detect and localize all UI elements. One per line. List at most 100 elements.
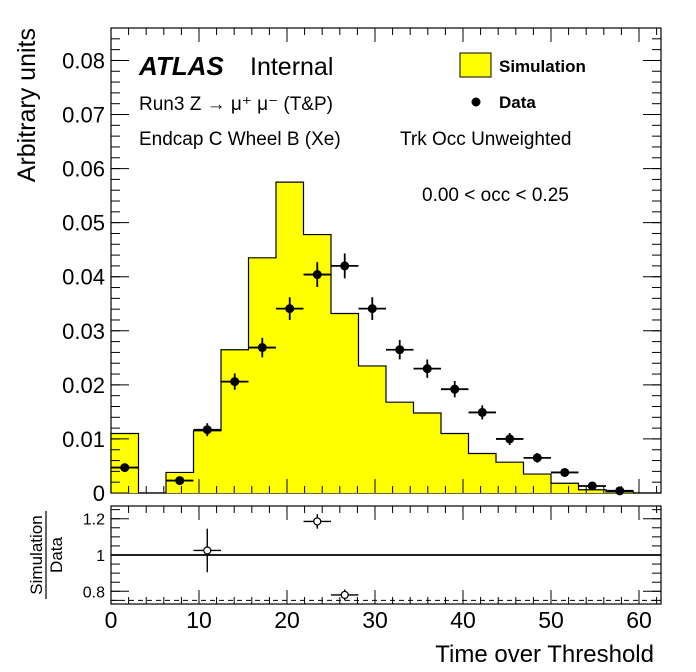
x-tick-label: 30 <box>362 607 388 633</box>
simulation-bar <box>413 412 441 493</box>
data-point-marker <box>120 463 130 473</box>
data-point <box>193 423 222 437</box>
data-point-marker <box>422 364 432 374</box>
legend-simulation-label: Simulation <box>499 57 586 76</box>
weighting-label: Trk Occ Unweighted <box>400 129 571 150</box>
simulation-bar <box>496 462 524 493</box>
simulation-outline <box>110 181 661 494</box>
ratio-y-label: Simulation Data <box>27 511 66 599</box>
x-tick-label: 0 <box>105 607 118 633</box>
ratio-point-marker <box>313 517 322 526</box>
simulation-bar <box>386 402 414 493</box>
data-point <box>550 467 579 477</box>
y-tick-label: 0.02 <box>62 373 105 398</box>
x-tick-label: 10 <box>186 607 212 633</box>
x-axis-label: Time over Threshold <box>435 641 654 668</box>
ratio-y-tick-label: 1 <box>96 548 105 565</box>
legend-simulation-swatch <box>459 52 492 78</box>
ratio-y-tick-label: 0.8 <box>83 584 105 601</box>
data-points <box>110 253 634 496</box>
data-point <box>523 452 552 463</box>
y-tick-label: 0.06 <box>62 157 105 182</box>
y-axis-label: Arbitrary units <box>13 28 41 182</box>
y-tick-label: 0.04 <box>62 265 105 290</box>
data-point <box>385 339 414 360</box>
data-point <box>495 432 524 445</box>
data-point-marker <box>340 261 350 271</box>
data-point <box>440 381 469 398</box>
data-point-marker <box>175 476 185 486</box>
data-point-marker <box>230 377 240 387</box>
legend: Simulation Data <box>459 52 586 112</box>
data-point <box>165 476 194 486</box>
data-point-marker <box>285 304 295 314</box>
ratio-point <box>303 514 332 529</box>
y-tick-label: 0.03 <box>62 319 105 344</box>
ratio-point <box>193 528 222 573</box>
simulation-bar <box>248 257 276 493</box>
simulation-bar <box>276 182 304 494</box>
data-point-marker <box>312 270 322 280</box>
legend-data-label: Data <box>499 93 536 112</box>
simulation-bar <box>551 483 579 493</box>
data-point <box>468 405 497 420</box>
ratio-points <box>193 514 359 601</box>
simulation-bar <box>331 313 359 493</box>
x-tick-label: 20 <box>274 607 300 633</box>
ratio-y-label-numerator: Simulation <box>27 515 46 594</box>
data-point-marker <box>532 453 542 463</box>
x-tick-label: 50 <box>538 607 564 633</box>
simulation-bar <box>523 474 551 493</box>
data-point <box>110 463 139 473</box>
y-tick-label: 0.08 <box>62 48 105 73</box>
data-point-marker <box>505 434 515 444</box>
data-point <box>358 297 387 320</box>
ratio-point <box>330 589 359 601</box>
ratio-y-label-denominator: Data <box>47 537 66 573</box>
ratio-y-tick-label: 1.2 <box>83 512 105 529</box>
data-point-marker <box>587 481 597 491</box>
simulation-histogram <box>110 181 661 494</box>
y-tick-label: 0.05 <box>62 211 105 236</box>
main-axis-ticks: 0 0.01 0.02 0.03 0.04 0.05 0.06 0.07 0.08 <box>62 27 661 506</box>
data-point-marker <box>477 407 487 417</box>
data-point-marker <box>560 467 570 477</box>
data-point-marker <box>450 384 460 394</box>
simulation-bar <box>193 430 221 493</box>
data-point-marker <box>615 486 625 496</box>
data-point <box>303 262 332 287</box>
atlas-label: ATLAS <box>138 51 224 81</box>
simulation-bar <box>468 453 496 493</box>
data-point <box>413 359 442 378</box>
ratio-reference-lines <box>111 554 661 601</box>
data-point <box>220 373 249 390</box>
data-point-marker <box>395 345 405 355</box>
data-point <box>605 486 634 496</box>
data-point <box>275 297 304 320</box>
x-tick-label: 60 <box>626 607 652 633</box>
data-point-marker <box>367 304 377 314</box>
occupancy-range-label: 0.00 < occ < 0.25 <box>422 185 569 206</box>
internal-label: Internal <box>250 53 333 81</box>
simulation-bar <box>578 489 606 493</box>
ratio-point-marker <box>203 546 212 555</box>
simulation-bar <box>441 433 469 493</box>
simulation-bar <box>358 365 386 493</box>
ratio-axis-ticks: 0.8 1 1.2 0 10 20 30 40 50 60 <box>83 506 661 633</box>
detector-region-label: Endcap C Wheel B (Xe) <box>139 129 341 150</box>
process-label: Run3 Z → μ⁺ μ⁻ (T&P) <box>139 94 333 115</box>
y-tick-label: 0.07 <box>62 103 105 128</box>
ratio-point-marker <box>340 590 349 600</box>
y-tick-label: 0 <box>93 481 105 506</box>
data-point <box>330 253 359 279</box>
legend-data-marker <box>471 97 481 107</box>
data-point-marker <box>202 425 212 435</box>
simulation-bar <box>221 349 249 493</box>
data-point <box>578 481 607 491</box>
x-tick-label: 40 <box>450 607 476 633</box>
data-point <box>248 337 277 358</box>
y-tick-label: 0.01 <box>62 427 105 452</box>
data-point-marker <box>257 343 267 353</box>
